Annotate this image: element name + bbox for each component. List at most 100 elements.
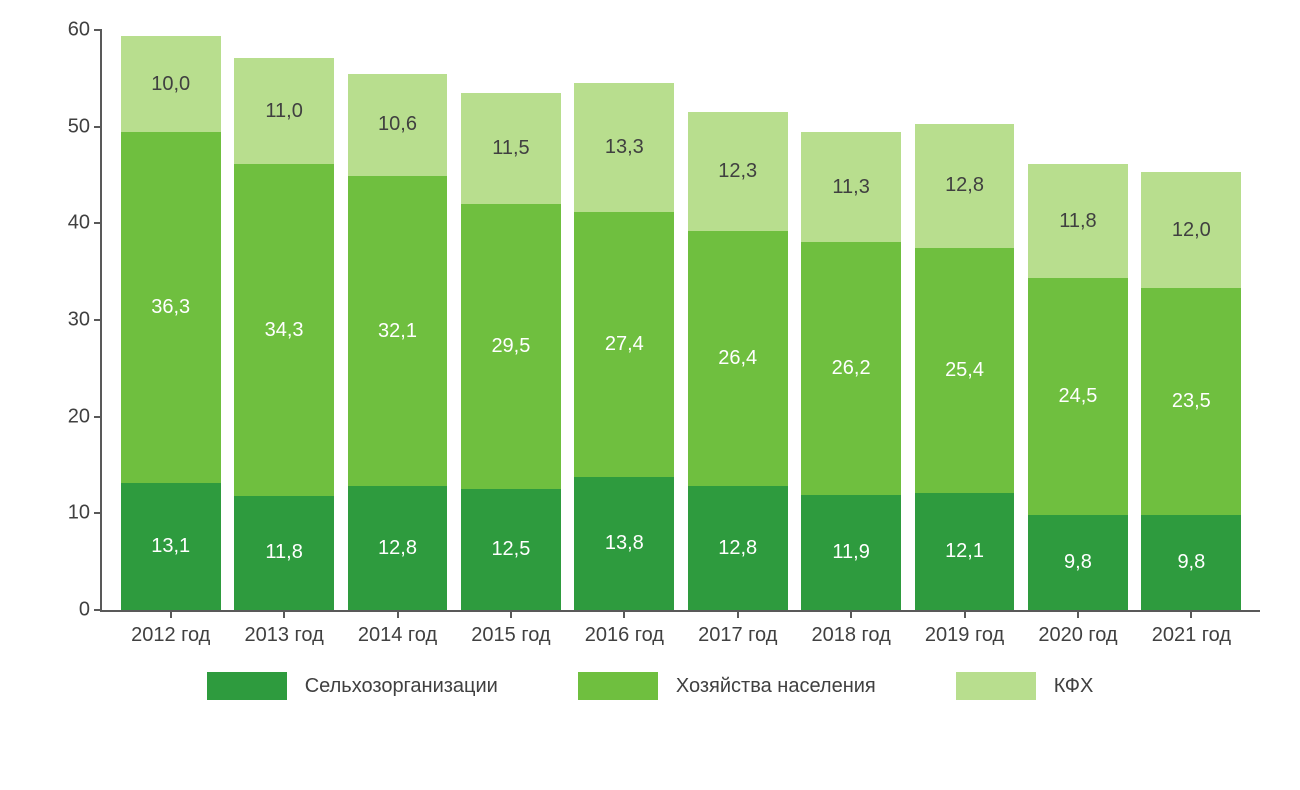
bar-segment-s3: 12,0	[1141, 172, 1241, 288]
bar-value-label: 24,5	[1058, 385, 1097, 408]
bar-group: 9,823,512,02021 год	[1135, 30, 1248, 610]
bar-stack: 11,9 26,2 11,3	[801, 30, 901, 610]
bar-stack: 9,8 24,5 11,8	[1028, 30, 1128, 610]
y-axis-tick-mark	[94, 29, 102, 31]
legend-swatch	[578, 672, 658, 700]
bar-value-label: 9,8	[1064, 551, 1092, 574]
bar-group: 12,125,412,82019 год	[908, 30, 1021, 610]
x-axis-tick-mark	[850, 610, 852, 618]
legend-item: Хозяйства населения	[578, 672, 876, 700]
y-axis-tick-mark	[94, 319, 102, 321]
bar-stack: 12,1 25,4 12,8	[915, 30, 1015, 610]
bar-value-label: 36,3	[151, 296, 190, 319]
bar-value-label: 29,5	[491, 335, 530, 358]
bar-segment-s1: 11,9	[801, 495, 901, 610]
bar-group: 11,834,311,02013 год	[227, 30, 340, 610]
x-axis-label: 2019 год	[925, 624, 1004, 647]
bar-value-label: 12,8	[718, 537, 757, 560]
legend-item: КФХ	[956, 672, 1094, 700]
y-axis-tick-mark	[94, 126, 102, 128]
bar-segment-s1: 9,8	[1028, 515, 1128, 610]
bar-segment-s3: 11,5	[461, 93, 561, 204]
legend-label: Сельхозорганизации	[305, 675, 498, 698]
bar-value-label: 26,4	[718, 347, 757, 370]
bar-segment-s1: 13,1	[121, 483, 221, 610]
bar-value-label: 9,8	[1177, 551, 1205, 574]
bar-value-label: 12,5	[491, 538, 530, 561]
bar-segment-s2: 23,5	[1141, 288, 1241, 515]
bar-value-label: 13,1	[151, 535, 190, 558]
bar-stack: 12,5 29,5 11,5	[461, 30, 561, 610]
y-axis-tick-mark	[94, 609, 102, 611]
x-axis-tick-mark	[510, 610, 512, 618]
bar-value-label: 34,3	[265, 319, 304, 342]
bar-group: 9,824,511,82020 год	[1021, 30, 1134, 610]
bar-group: 11,926,211,32018 год	[794, 30, 907, 610]
bar-value-label: 25,4	[945, 359, 984, 382]
bar-value-label: 13,8	[605, 532, 644, 555]
y-axis-tick-mark	[94, 512, 102, 514]
bar-value-label: 12,3	[718, 160, 757, 183]
x-axis-label: 2018 год	[812, 624, 891, 647]
bar-segment-s3: 10,6	[348, 74, 448, 176]
bar-value-label: 12,1	[945, 540, 984, 563]
bar-segment-s2: 27,4	[574, 212, 674, 477]
bar-value-label: 10,0	[151, 73, 190, 96]
bar-value-label: 10,6	[378, 113, 417, 136]
bar-segment-s3: 11,8	[1028, 164, 1128, 278]
bar-value-label: 11,0	[265, 100, 302, 123]
legend: Сельхозорганизации Хозяйства населения КФХ	[40, 672, 1260, 700]
stacked-bar-chart: 13,1 36,3 10,0 2012 год 11,8 34,3 11,0 2013 год…	[40, 30, 1260, 700]
bar-group: 12,529,511,52015 год	[454, 30, 567, 610]
x-axis-tick-mark	[170, 610, 172, 618]
x-axis-tick-mark	[1077, 610, 1079, 618]
x-axis-label: 2021 год	[1152, 624, 1231, 647]
x-axis-label: 2015 год	[471, 624, 550, 647]
bar-segment-s1: 12,8	[348, 486, 448, 610]
bar-value-label: 23,5	[1172, 390, 1211, 413]
bar-value-label: 11,9	[832, 541, 869, 564]
bar-segment-s2: 34,3	[234, 164, 334, 496]
x-axis-label: 2016 год	[585, 624, 664, 647]
bar-value-label: 27,4	[605, 333, 644, 356]
y-axis-tick-mark	[94, 222, 102, 224]
bar-segment-s3: 10,0	[121, 36, 221, 133]
bar-segment-s1: 11,8	[234, 496, 334, 610]
bars-row: 13,136,310,02012 год11,834,311,02013 год…	[102, 30, 1260, 610]
x-axis-tick-mark	[623, 610, 625, 618]
bar-value-label: 13,3	[605, 136, 644, 159]
bar-stack: 12,8 32,1 10,6	[348, 30, 448, 610]
legend-label: КФХ	[1054, 675, 1094, 698]
bar-segment-s2: 36,3	[121, 132, 221, 483]
bar-value-label: 11,8	[1059, 210, 1096, 233]
bar-segment-s3: 11,0	[234, 58, 334, 164]
bar-segment-s3: 11,3	[801, 132, 901, 241]
legend-item: Сельхозорганизации	[207, 672, 498, 700]
bar-segment-s2: 26,4	[688, 231, 788, 486]
bar-value-label: 12,0	[1172, 219, 1211, 242]
x-axis-tick-mark	[283, 610, 285, 618]
bar-value-label: 26,2	[832, 357, 871, 380]
y-axis-tick-mark	[94, 416, 102, 418]
bar-segment-s2: 24,5	[1028, 278, 1128, 515]
x-axis-label: 2017 год	[698, 624, 777, 647]
x-axis-tick-mark	[1190, 610, 1192, 618]
bar-group: 13,827,413,32016 год	[568, 30, 681, 610]
bar-stack: 11,8 34,3 11,0	[234, 30, 334, 610]
bar-segment-s1: 13,8	[574, 477, 674, 610]
x-axis-tick-mark	[397, 610, 399, 618]
bar-group: 12,832,110,62014 год	[341, 30, 454, 610]
bar-segment-s3: 12,3	[688, 112, 788, 231]
x-axis-label: 2012 год	[131, 624, 210, 647]
bar-segment-s1: 12,1	[915, 493, 1015, 610]
x-axis-label: 2013 год	[244, 624, 323, 647]
bar-group: 13,136,310,02012 год	[114, 30, 227, 610]
bar-segment-s1: 9,8	[1141, 515, 1241, 610]
bar-segment-s2: 32,1	[348, 176, 448, 486]
legend-swatch	[956, 672, 1036, 700]
plot-area: 13,136,310,02012 год11,834,311,02013 год…	[100, 30, 1260, 612]
bar-group: 12,826,412,32017 год	[681, 30, 794, 610]
bar-value-label: 11,8	[265, 541, 302, 564]
bar-value-label: 12,8	[945, 174, 984, 197]
bar-value-label: 12,8	[378, 537, 417, 560]
